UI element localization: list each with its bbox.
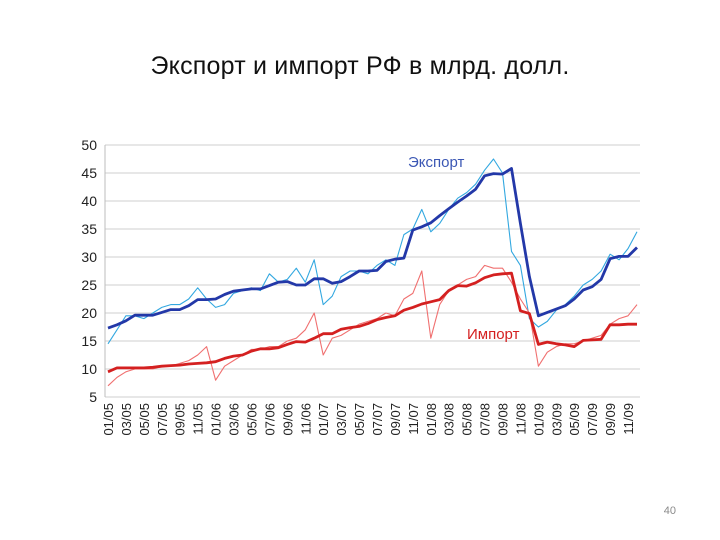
x-tick-label: 09/07 bbox=[388, 403, 403, 436]
x-tick-label: 03/09 bbox=[549, 403, 564, 436]
y-tick-label: 20 bbox=[81, 305, 97, 321]
x-tick-label: 05/07 bbox=[352, 403, 367, 436]
x-tick-label: 11/09 bbox=[621, 403, 636, 435]
series-labels: Экспорт Импорт bbox=[408, 154, 520, 343]
x-tick-label: 01/08 bbox=[424, 403, 439, 436]
x-tick-label: 11/06 bbox=[298, 403, 313, 435]
y-tick-label: 5 bbox=[89, 389, 97, 405]
x-tick-label: 05/06 bbox=[244, 403, 259, 436]
y-tick-label: 40 bbox=[81, 193, 97, 209]
x-tick-label: 11/08 bbox=[513, 403, 528, 435]
x-tick-label: 09/08 bbox=[496, 403, 511, 436]
x-tick-label: 01/09 bbox=[531, 403, 546, 436]
y-tick-label: 35 bbox=[81, 221, 97, 237]
y-tick-label: 45 bbox=[81, 165, 97, 181]
series-lines bbox=[107, 158, 638, 387]
series-line-2 bbox=[107, 264, 638, 387]
x-tick-label: 07/09 bbox=[585, 403, 600, 436]
x-tick-label: 03/08 bbox=[442, 403, 457, 436]
x-axis-ticks: 01/05 03/05 05/05 07/05 09/05 11/05 01/06 03/06… bbox=[101, 403, 636, 436]
series-label: Экспорт bbox=[408, 154, 464, 171]
x-tick-label: 03/05 bbox=[119, 403, 134, 436]
x-tick-label: 11/07 bbox=[406, 403, 421, 435]
series-line-3 bbox=[107, 271, 637, 374]
y-axis-ticks: 5 10 15 20 25 30 35 40 45 50 bbox=[81, 137, 97, 405]
y-tick-label: 50 bbox=[81, 137, 97, 153]
series-line-0 bbox=[107, 158, 638, 345]
x-tick-label: 05/09 bbox=[567, 403, 582, 436]
x-tick-label: 05/08 bbox=[460, 403, 475, 436]
series-label: Импорт bbox=[467, 326, 520, 343]
x-tick-label: 09/06 bbox=[280, 403, 295, 436]
series-line-1 bbox=[107, 167, 638, 330]
x-tick-label: 07/06 bbox=[262, 403, 277, 436]
y-tick-label: 10 bbox=[81, 361, 97, 377]
x-tick-label: 09/09 bbox=[603, 403, 618, 436]
x-tick-label: 07/08 bbox=[478, 403, 493, 436]
y-tick-label: 30 bbox=[81, 249, 97, 265]
gridlines bbox=[104, 144, 640, 398]
x-tick-label: 07/05 bbox=[155, 403, 170, 436]
y-tick-label: 25 bbox=[81, 277, 97, 293]
x-tick-label: 01/07 bbox=[316, 403, 331, 436]
x-tick-label: 03/07 bbox=[334, 403, 349, 436]
x-tick-label: 01/06 bbox=[209, 403, 224, 436]
x-tick-label: 05/05 bbox=[137, 403, 152, 436]
x-tick-label: 03/06 bbox=[227, 403, 242, 436]
x-tick-label: 09/05 bbox=[173, 403, 188, 436]
x-tick-label: 11/05 bbox=[191, 403, 206, 435]
page-number: 40 bbox=[663, 505, 676, 517]
x-tick-label: 01/05 bbox=[101, 403, 116, 436]
page-title: Экспорт и импорт РФ в млрд. долл. bbox=[150, 52, 570, 80]
x-tick-label: 07/07 bbox=[370, 403, 385, 436]
y-tick-label: 15 bbox=[81, 333, 97, 349]
